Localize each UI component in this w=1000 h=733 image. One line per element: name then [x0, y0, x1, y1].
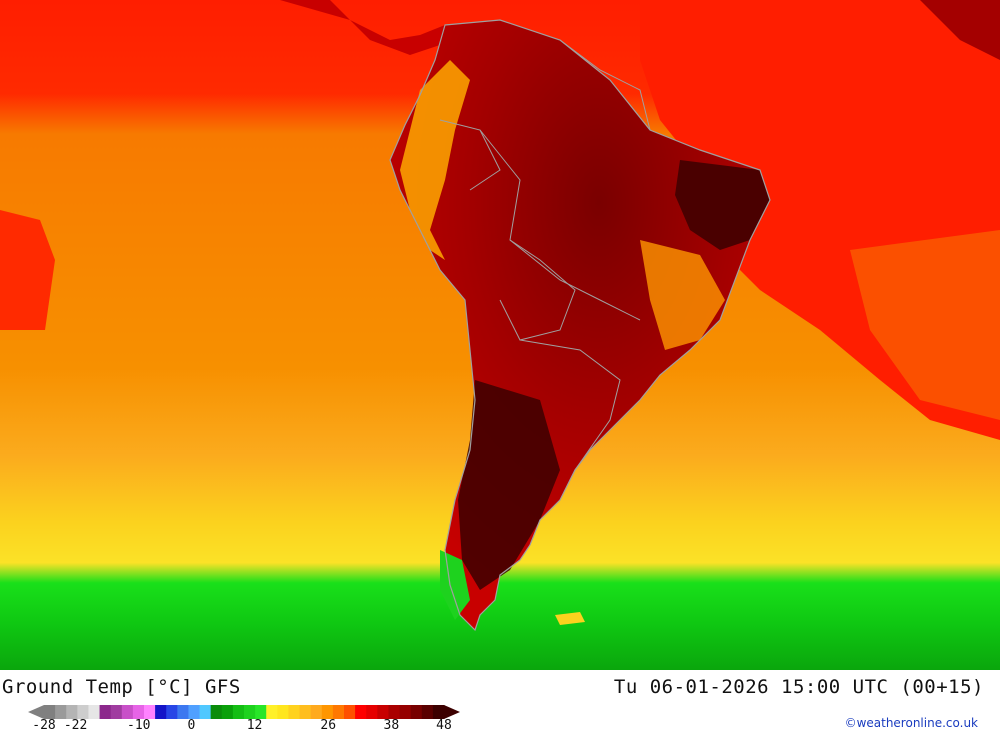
- caribbean-islands: [920, 0, 1000, 60]
- border-argentina-north: [519, 339, 621, 471]
- legend-swatch: [244, 705, 256, 719]
- border-brazil-west: [479, 129, 641, 321]
- legend-tick-label: -10: [126, 718, 151, 733]
- legend-tick-label: -22: [63, 718, 88, 733]
- brazil-northeast-hot: [675, 160, 770, 250]
- legend-swatch: [377, 705, 389, 719]
- falklands: [555, 612, 585, 625]
- legend-swatch: [299, 705, 312, 719]
- legend-arrow-high: [444, 705, 460, 719]
- pacific-warm-patch: [0, 210, 55, 330]
- legend-tick-label: -28: [32, 718, 56, 733]
- legend-tick-label: 38: [383, 718, 400, 733]
- andes-cool-strip: [400, 60, 470, 260]
- legend-swatch: [321, 705, 334, 719]
- legend-swatch: [132, 705, 145, 719]
- border-bolivia: [499, 239, 576, 341]
- border-colombia: [439, 119, 501, 191]
- legend-swatch: [355, 705, 367, 719]
- legend-arrow-low: [28, 705, 44, 719]
- legend-swatch: [310, 705, 323, 719]
- legend-tick-label: 12: [246, 718, 263, 733]
- legend-swatch: [388, 705, 401, 719]
- legend-swatch: [110, 705, 123, 719]
- east-brazil-warm: [640, 240, 725, 350]
- color-legend: [28, 705, 460, 719]
- legend-swatch: [232, 705, 245, 719]
- legend-swatch: [166, 705, 178, 719]
- legend-swatch: [55, 705, 67, 719]
- legend-swatch: [344, 705, 356, 719]
- legend-swatch: [121, 705, 134, 719]
- argentina-hot: [458, 380, 560, 590]
- valid-time: Tu 06-01-2026 15:00 UTC (00+15): [613, 676, 984, 698]
- legend-swatch: [144, 705, 156, 719]
- legend-tick-label: 0: [187, 718, 196, 733]
- legend-swatch: [99, 705, 112, 719]
- legend-swatch: [177, 705, 189, 719]
- temperature-map: [0, 0, 1000, 670]
- legend-swatch: [277, 705, 289, 719]
- legend-swatch: [366, 705, 378, 719]
- legend-swatch: [410, 705, 423, 719]
- legend-swatch: [210, 705, 223, 719]
- legend-tick-label: 26: [320, 718, 337, 733]
- central-america: [280, 0, 445, 55]
- central-atlantic-orange: [850, 230, 1000, 420]
- legend-tick-label: 48: [436, 718, 452, 733]
- coastline: [389, 19, 771, 632]
- legend-swatch: [332, 705, 345, 719]
- legend-swatch: [221, 705, 234, 719]
- legend-swatch: [421, 705, 434, 719]
- credit-link[interactable]: ©weatheronline.co.uk: [844, 716, 978, 730]
- legend-swatch: [155, 705, 167, 719]
- legend-swatch: [188, 705, 201, 719]
- border-guianas: [559, 39, 651, 131]
- legend-swatch: [288, 705, 301, 719]
- legend-swatch: [432, 705, 445, 719]
- legend-swatch: [255, 705, 267, 719]
- legend-swatch: [66, 705, 78, 719]
- legend-swatch: [399, 705, 412, 719]
- map-title: Ground Temp [°C] GFS: [2, 676, 241, 698]
- legend-swatch: [199, 705, 212, 719]
- legend-swatch: [88, 705, 101, 719]
- legend-swatch: [266, 705, 278, 719]
- legend-swatch: [44, 705, 56, 719]
- country-borders: [439, 39, 651, 471]
- legend-swatch: [77, 705, 89, 719]
